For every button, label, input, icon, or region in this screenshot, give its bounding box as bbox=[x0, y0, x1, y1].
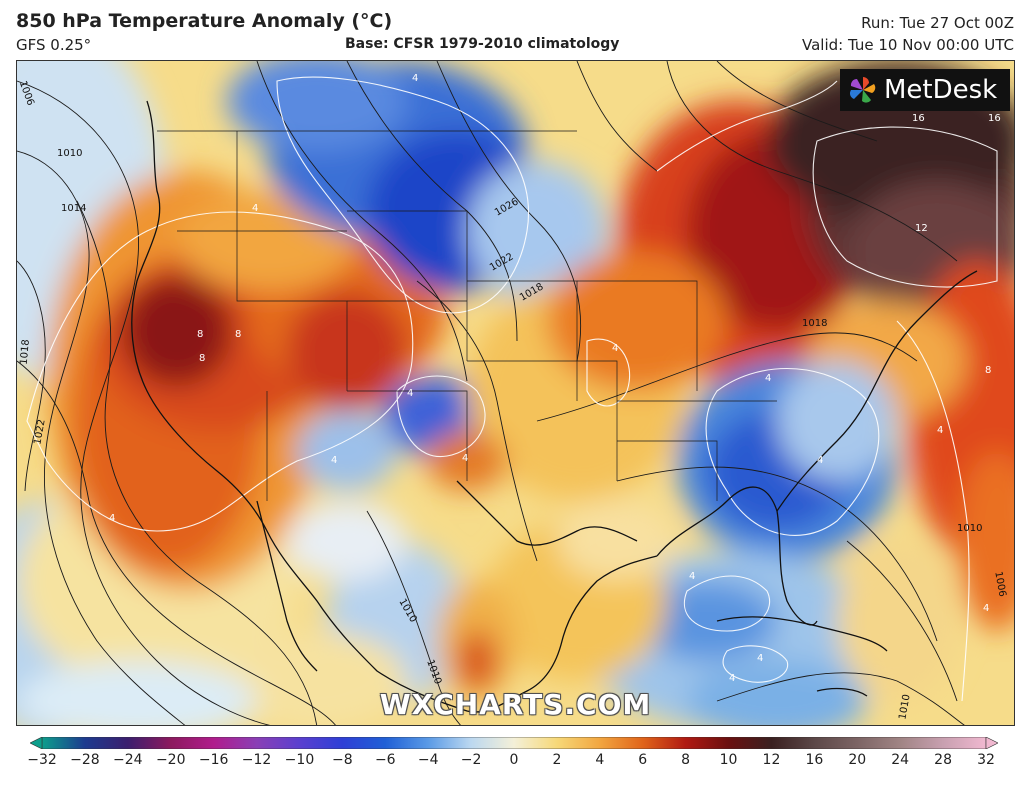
colorbar-tick-label: −20 bbox=[155, 752, 186, 768]
anomaly-label: 4 bbox=[689, 571, 695, 582]
anomaly-label: 8 bbox=[985, 365, 991, 376]
model-label: GFS 0.25° bbox=[16, 36, 92, 54]
anomaly-label: 4 bbox=[462, 453, 468, 464]
colorbar-tick-label: 6 bbox=[638, 752, 648, 768]
anomaly-label: 8 bbox=[199, 353, 205, 364]
anomaly-map: 1010 1014 1018 1022 1026 1022 1018 1018 … bbox=[16, 60, 1015, 726]
anomaly-label: 4 bbox=[612, 343, 618, 354]
isobar-label: 1006 bbox=[992, 571, 1007, 598]
map-canvas: 1010 1014 1018 1022 1026 1022 1018 1018 … bbox=[17, 61, 1014, 725]
colorbar-max-arrow bbox=[985, 737, 998, 749]
run-time-label: Run: Tue 27 Oct 00Z bbox=[861, 14, 1014, 32]
colorbar-tick-label: −2 bbox=[460, 752, 482, 768]
isobar-label: 1010 bbox=[57, 148, 82, 159]
colorbar-tick-label: −32 bbox=[27, 752, 57, 768]
colorbar-tick-label: 4 bbox=[595, 752, 605, 768]
isobar-label: 1014 bbox=[61, 203, 86, 214]
anomaly-contours bbox=[26, 76, 998, 702]
colorbar-tick-label: −8 bbox=[332, 752, 353, 768]
isobar-contours bbox=[17, 61, 965, 725]
anomaly-label: 4 bbox=[757, 653, 763, 664]
anomaly-label: 4 bbox=[765, 373, 771, 384]
isobar-label: 1018 bbox=[802, 318, 827, 329]
isobar-label: 1022 bbox=[32, 418, 47, 445]
anomaly-label: 8 bbox=[197, 329, 203, 340]
anomaly-label: 4 bbox=[412, 73, 418, 84]
colorbar bbox=[30, 737, 998, 749]
anomaly-label: 16 bbox=[988, 113, 1001, 124]
colorbar-tick-label: −16 bbox=[198, 752, 229, 768]
colorbar-tick-label: 8 bbox=[681, 752, 691, 768]
anomaly-label: 4 bbox=[983, 603, 989, 614]
chart-title: 850 hPa Temperature Anomaly (°C) bbox=[16, 10, 393, 32]
colorbar-tick-label: −10 bbox=[284, 752, 315, 768]
colorbar-tick-label: 0 bbox=[509, 752, 519, 768]
colorbar-tick-label: 28 bbox=[934, 752, 952, 768]
valid-time-label: Valid: Tue 10 Nov 00:00 UTC bbox=[802, 36, 1014, 54]
anomaly-labels: 4 4 4 8 8 8 4 4 4 4 4 4 4 4 4 16 12 16 8… bbox=[109, 73, 1001, 684]
coastlines-borders bbox=[131, 100, 978, 713]
anomaly-label: 4 bbox=[331, 455, 337, 466]
colorbar-tick-label: −4 bbox=[417, 752, 439, 768]
metdesk-logo: MetDesk bbox=[840, 69, 1010, 111]
anomaly-label: 4 bbox=[937, 425, 943, 436]
state-borders bbox=[157, 130, 777, 501]
colorbar-tick-label: 20 bbox=[848, 752, 867, 768]
colorbar-tick-label: −24 bbox=[113, 752, 143, 768]
anomaly-label: 4 bbox=[817, 455, 823, 466]
anomaly-label: 4 bbox=[109, 513, 115, 524]
colorbar-tick-label: 32 bbox=[977, 752, 995, 768]
colorbar-tick-label: 24 bbox=[891, 752, 910, 768]
colorbar-tick-label: −28 bbox=[70, 752, 100, 768]
metdesk-logo-text: MetDesk bbox=[884, 75, 998, 105]
isobar-label: 1010 bbox=[957, 523, 982, 534]
anomaly-label: 12 bbox=[915, 223, 928, 234]
colorbar-ticks: −32 −28 −24 −20 −16 −12 −10 −8 −6 −4 −2 0 2 4 6 8 10 12 16… bbox=[0, 752, 1024, 776]
colorbar-tick-label: 2 bbox=[552, 752, 562, 768]
isobar-label: 1018 bbox=[19, 339, 32, 365]
colorbar-tick-label: 10 bbox=[719, 752, 738, 768]
anomaly-field bbox=[17, 61, 1014, 725]
anomaly-label: 4 bbox=[407, 388, 413, 399]
anomaly-label: 8 bbox=[235, 329, 241, 340]
base-climatology-label: Base: CFSR 1979-2010 climatology bbox=[345, 36, 620, 52]
colorbar-tick-label: 16 bbox=[805, 752, 824, 768]
anomaly-label: 4 bbox=[729, 673, 735, 684]
isobar-label: 1010 bbox=[897, 693, 912, 720]
anomaly-label: 16 bbox=[912, 113, 925, 124]
colorbar-tick-label: −6 bbox=[374, 752, 396, 768]
anomaly-label: 4 bbox=[252, 203, 258, 214]
colorbar-tick-label: −12 bbox=[241, 752, 272, 768]
colorbar-gradient bbox=[41, 737, 987, 749]
colorbar-min-arrow bbox=[30, 737, 43, 749]
metdesk-pinwheel-icon bbox=[849, 77, 876, 103]
colorbar-tick-label: 12 bbox=[762, 752, 781, 768]
wxcharts-watermark: WXCHARTS.COM bbox=[379, 688, 652, 721]
